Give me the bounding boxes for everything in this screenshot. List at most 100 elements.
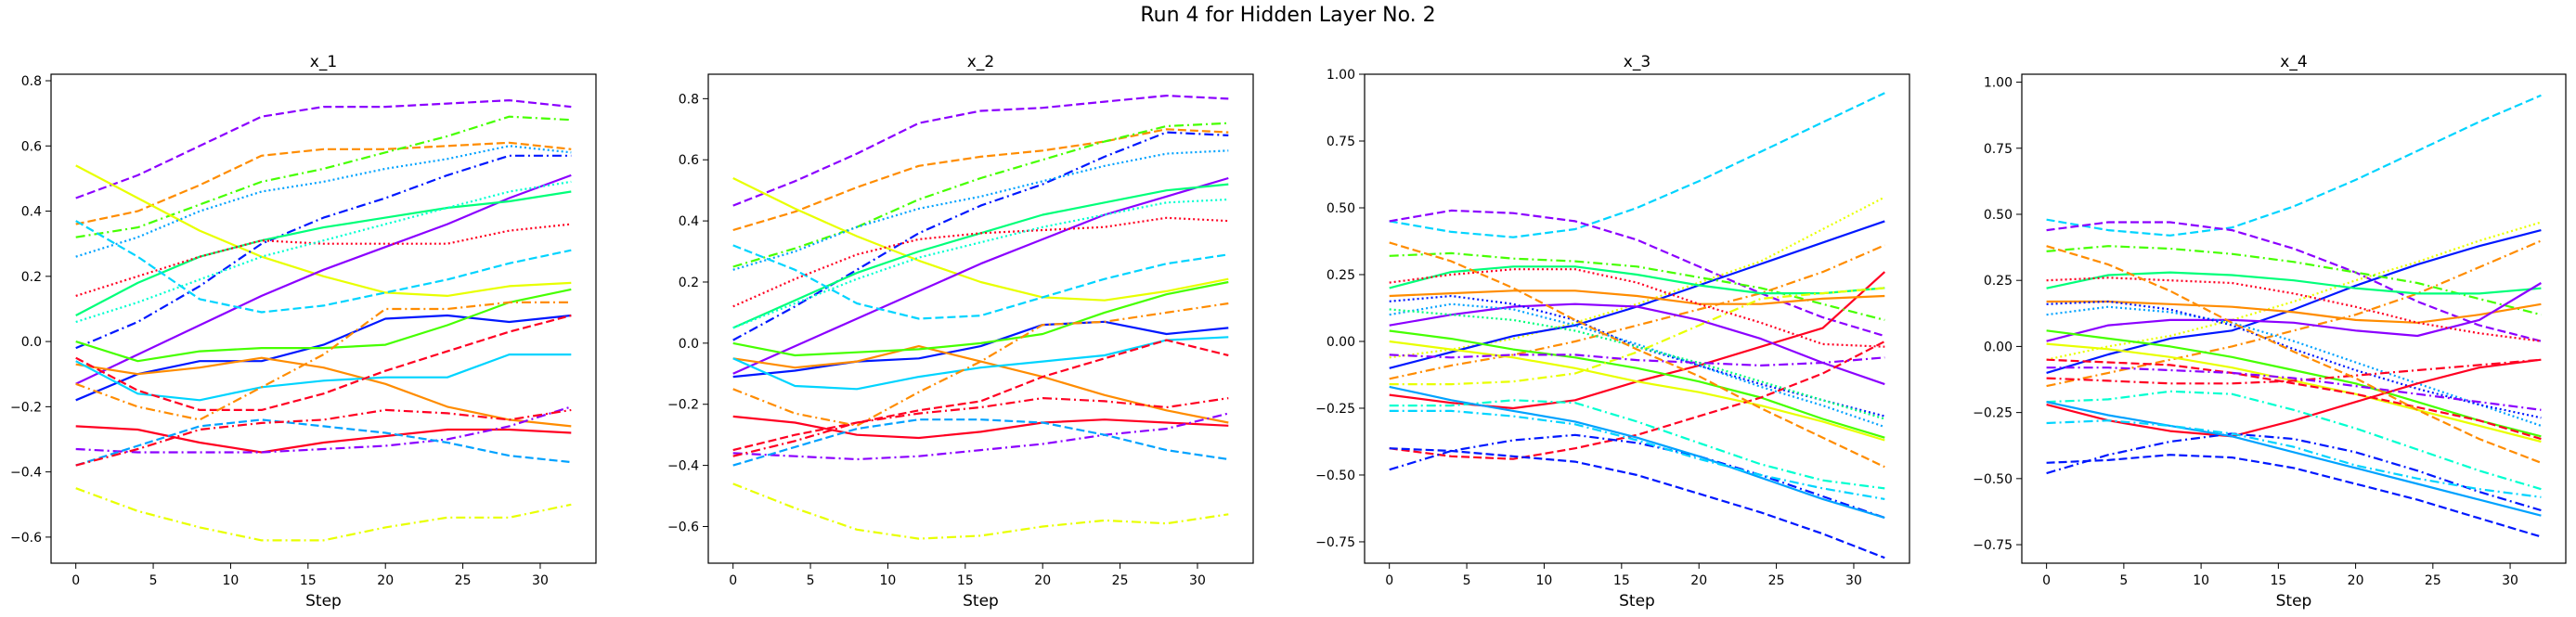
y-tick-label: 0.00	[1984, 340, 2013, 354]
y-tick-label: −0.50	[1315, 469, 1355, 483]
series-line-22	[2046, 358, 2542, 441]
series-line-1	[1389, 92, 1885, 238]
series-line-1	[75, 98, 572, 199]
x-tick-label: 5	[1463, 573, 1471, 588]
x-tick-label: 15	[957, 573, 974, 588]
series-line-18	[1389, 447, 1885, 559]
subplot-1: 0 5 10 15 20 25 30 −0.6 −0.4 −0.2 0.0 0.2 0.4 0.6 0.8 x…	[10, 53, 597, 611]
x-tick-label: 20	[1690, 573, 1707, 588]
x-tick-label: 0	[1385, 573, 1393, 588]
x-tick-label: 25	[2425, 573, 2441, 588]
x-tick-label: 30	[1845, 573, 1862, 588]
series-line-4	[2046, 221, 2542, 361]
y-tick-label: −0.6	[10, 531, 42, 546]
x-tick-label: 10	[880, 573, 897, 588]
series-group	[1389, 92, 1886, 559]
axes-frame	[2021, 73, 2567, 564]
series-line-21	[1389, 409, 1885, 500]
series-line-8	[732, 149, 1229, 271]
series-line-14	[2046, 342, 2542, 443]
series-line-13	[2046, 329, 2542, 438]
y-tick-label: 1.00	[1984, 76, 2013, 91]
series-line-11	[2046, 305, 2542, 427]
y-tick-label: 0.50	[1327, 201, 1355, 216]
series-line-9	[732, 320, 1229, 379]
series-line-17	[75, 288, 572, 363]
series-line-7	[75, 174, 572, 385]
y-tick-label: −0.25	[1973, 406, 2013, 421]
series-line-15	[75, 487, 572, 542]
y-tick-label: 0.00	[1327, 335, 1355, 350]
x-tick-label: 10	[1536, 573, 1553, 588]
series-line-1	[2046, 94, 2542, 237]
series-line-11	[1389, 268, 1885, 348]
x-tick-label: 5	[807, 573, 815, 588]
x-tick-label: 15	[300, 573, 317, 588]
series-line-16	[2046, 358, 2542, 438]
series-line-6	[732, 176, 1229, 375]
series-line-9	[1389, 289, 1885, 305]
y-tick-label: 0.25	[1327, 268, 1355, 283]
series-line-7	[2046, 271, 2542, 295]
series-line-15	[2046, 358, 2542, 385]
series-line-14	[75, 418, 572, 467]
x-tick-label: 25	[1768, 573, 1785, 588]
series-line-8	[1389, 265, 1885, 295]
series-line-21	[2046, 419, 2542, 498]
x-axis-label: Step	[963, 592, 999, 611]
series-line-2	[75, 141, 572, 225]
y-tick-label: 0.75	[1327, 135, 1355, 149]
series-line-8	[75, 190, 572, 316]
y-tick-label: 0.2	[21, 270, 42, 285]
series-line-25	[1389, 241, 1885, 469]
y-tick-label: −0.2	[667, 398, 699, 413]
series-line-20	[732, 198, 1229, 329]
series-line-20	[1389, 385, 1885, 520]
series-line-14	[732, 418, 1229, 467]
x-tick-label: 20	[1034, 573, 1051, 588]
x-tick-label: 30	[1189, 573, 1206, 588]
series-line-19	[732, 216, 1229, 308]
x-tick-label: 0	[729, 573, 737, 588]
subplot-4: 0 5 10 15 20 25 30 −0.75 −0.50 −0.25 0.00 0.25 0.50 0…	[1973, 53, 2567, 611]
series-group	[2046, 94, 2542, 538]
series-line-8	[2046, 300, 2542, 324]
series-line-22	[1389, 287, 1885, 386]
x-tick-label: 30	[532, 573, 549, 588]
series-line-2	[732, 128, 1229, 232]
series-line-24	[2046, 245, 2542, 464]
subplot-3: 0 5 10 15 20 25 30 −0.75 −0.50 −0.25 0.00 0.25 0.50 0…	[1315, 53, 1910, 611]
series-line-17	[732, 280, 1229, 357]
subplot-title: x_2	[967, 53, 994, 71]
series-line-9	[75, 314, 572, 402]
series-line-3	[1389, 196, 1885, 359]
series-line-1	[732, 94, 1229, 207]
x-tick-label: 20	[377, 573, 394, 588]
x-tick-label: 30	[2502, 573, 2518, 588]
series-line-13	[75, 405, 572, 454]
series-line-12	[732, 415, 1229, 440]
series-line-16	[75, 314, 572, 411]
axes-frame	[50, 73, 597, 564]
y-tick-label: 0.0	[679, 337, 699, 352]
y-tick-label: 0.4	[21, 205, 42, 220]
x-tick-label: 10	[2193, 573, 2209, 588]
series-line-19	[75, 223, 572, 297]
subplot-title: x_4	[2280, 53, 2307, 71]
axes-frame	[1364, 73, 1910, 564]
series-line-24	[1389, 308, 1885, 420]
y-tick-label: −0.4	[10, 466, 42, 481]
series-line-7	[1389, 251, 1885, 321]
series-line-10	[75, 356, 572, 428]
series-group	[75, 98, 572, 542]
subplot-title: x_1	[310, 53, 337, 71]
series-line-10	[1389, 302, 1885, 386]
series-line-21	[732, 302, 1229, 427]
series-line-10	[732, 345, 1229, 424]
y-tick-label: 0.8	[679, 92, 699, 107]
series-line-18	[2046, 454, 2542, 538]
series-line-19	[2046, 390, 2542, 491]
y-tick-label: 0.2	[679, 276, 699, 290]
y-tick-label: 0.25	[1984, 274, 2013, 289]
x-axis-label: Step	[305, 592, 342, 611]
